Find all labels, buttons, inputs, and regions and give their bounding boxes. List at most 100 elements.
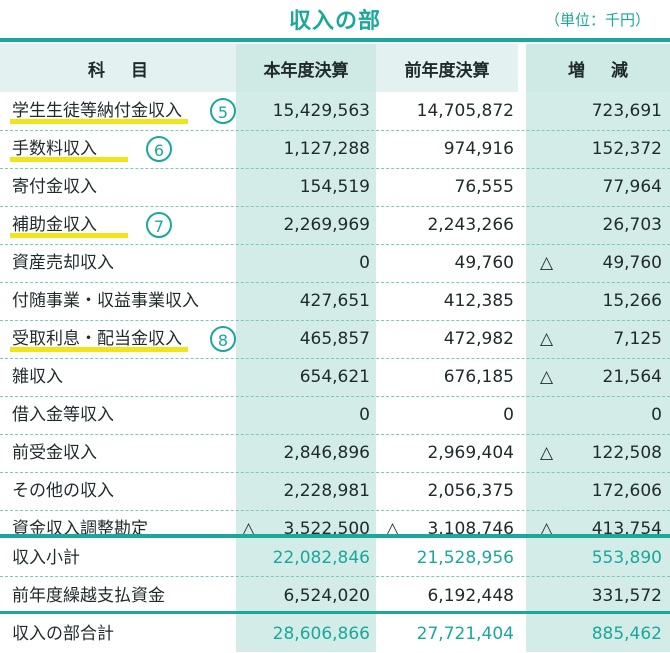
table-row: 前受金収入 2,846,896 2,969,404 △ 122,508: [0, 434, 670, 472]
header-difference: 増減: [526, 44, 670, 92]
table-row: 付随事業・収益事業収入 427,651 412,385 15,266: [0, 282, 670, 320]
difference-cell: 723,691: [526, 92, 662, 130]
total-label-value: 収入の部合計: [12, 624, 114, 644]
carryover-difference-value: 331,572: [591, 586, 662, 606]
previous-year-cell: 14,705,872: [376, 92, 514, 130]
total-difference-value: 885,462: [591, 624, 662, 644]
table-row: その他の収入 2,228,981 2,056,375 172,606: [0, 472, 670, 510]
current-year-cell-value: 1,127,288: [283, 139, 370, 159]
difference-cell-value: 723,691: [591, 101, 662, 121]
current-year-cell-value: 0: [359, 253, 370, 273]
subtotal-previous: 21,528,956: [376, 539, 514, 577]
previous-year-cell-value: 76,555: [454, 177, 514, 197]
current-year-cell: 154,519: [236, 168, 370, 206]
carryover-label-value: 前年度繰越支払資金: [12, 586, 165, 606]
row-label-value: 借入金等収入: [12, 405, 114, 425]
difference-cell: 172,606: [526, 472, 662, 510]
note-number-badge: 8: [210, 326, 236, 352]
row-label-value: 前受金収入: [12, 443, 97, 463]
highlight-marker: [10, 157, 128, 162]
previous-year-cell-value: 2,969,404: [427, 443, 514, 463]
total-label: 収入の部合計: [12, 615, 114, 653]
previous-year-cell-value: 974,916: [443, 139, 514, 159]
carryover-label: 前年度繰越支払資金: [12, 577, 165, 615]
section-title-bar: 収入の部 （単位：千円）: [0, 0, 670, 36]
row-divider: [0, 396, 670, 397]
previous-year-cell: 676,185: [376, 358, 514, 396]
current-year-cell-value: 15,429,563: [272, 101, 370, 121]
total-previous: 27,721,404: [376, 615, 514, 653]
difference-cell: △ 122,508: [526, 434, 662, 472]
difference-cell: △ 21,564: [526, 358, 662, 396]
difference-cell: 0: [526, 396, 662, 434]
previous-year-cell: 2,243,266: [376, 206, 514, 244]
difference-column-background: [526, 92, 670, 652]
difference-cell-value: 122,508: [591, 443, 662, 463]
total-row: 収入の部合計 28,606,866 27,721,404 885,462: [0, 615, 670, 653]
table-row: 補助金収入 2,269,969 2,243,266 26,703 7: [0, 206, 670, 244]
difference-cell-value: 152,372: [591, 139, 662, 159]
row-label: その他の収入: [12, 472, 114, 510]
negative-mark: △: [540, 367, 554, 387]
current-year-cell-value: 2,228,981: [283, 481, 370, 501]
difference-cell: △ 49,760: [526, 244, 662, 282]
summary-divider: [0, 576, 670, 577]
row-label-value: 寄付金収入: [12, 177, 97, 197]
row-divider: [0, 472, 670, 473]
negative-mark: △: [540, 253, 554, 273]
row-divider: [0, 434, 670, 435]
row-divider: [0, 168, 670, 169]
difference-cell: 15,266: [526, 282, 662, 320]
previous-year-cell-value: 2,243,266: [427, 215, 514, 235]
previous-year-cell: 2,969,404: [376, 434, 514, 472]
current-year-cell-value: 427,651: [299, 291, 370, 311]
note-number-badge: 6: [146, 136, 172, 162]
total-difference: 885,462: [526, 615, 662, 653]
previous-year-cell: 0: [376, 396, 514, 434]
subtotal-previous-value: 21,528,956: [416, 548, 514, 568]
negative-mark: △: [540, 329, 554, 349]
subtotal-current-value: 22,082,846: [272, 548, 370, 568]
subtotal-label-value: 収入小計: [12, 548, 80, 568]
highlight-marker: [10, 233, 128, 238]
header-current-year: 本年度決算: [236, 44, 376, 92]
row-divider: [0, 206, 670, 207]
previous-year-cell-value: 0: [503, 405, 514, 425]
previous-year-cell-value: 49,760: [454, 253, 514, 273]
current-year-cell: 0: [236, 396, 370, 434]
highlight-marker: [10, 347, 188, 352]
previous-year-cell-value: 412,385: [443, 291, 514, 311]
row-label-value: その他の収入: [12, 481, 114, 501]
row-label: 前受金収入: [12, 434, 97, 472]
subtotal-row: 収入小計 22,082,846 21,528,956 553,890: [0, 539, 670, 577]
note-number-badge: 5: [210, 98, 236, 124]
carryover-previous-value: 6,192,448: [427, 586, 514, 606]
current-year-cell: 2,846,896: [236, 434, 370, 472]
carryover-current: 6,524,020: [236, 577, 370, 615]
previous-year-cell-value: 2,056,375: [427, 481, 514, 501]
difference-cell: 77,964: [526, 168, 662, 206]
subtotal-label: 収入小計: [12, 539, 80, 577]
table-row: 資産売却収入 0 49,760 △ 49,760: [0, 244, 670, 282]
difference-cell-value: 15,266: [602, 291, 662, 311]
current-year-column-background: [236, 92, 376, 652]
table-row: 雑収入 654,621 676,185 △ 21,564: [0, 358, 670, 396]
difference-cell-value: 49,760: [602, 253, 662, 273]
total-current-value: 28,606,866: [272, 624, 370, 644]
current-year-cell: 465,857: [236, 320, 370, 358]
difference-cell: 26,703: [526, 206, 662, 244]
row-label: 補助金収入: [12, 206, 97, 244]
header-previous-year: 前年度決算: [376, 44, 518, 92]
current-year-cell: 2,269,969: [236, 206, 370, 244]
row-label-value: 雑収入: [12, 367, 63, 387]
current-year-cell-value: 2,846,896: [283, 443, 370, 463]
current-year-cell: 0: [236, 244, 370, 282]
subtotal-difference-value: 553,890: [591, 548, 662, 568]
table-row: 借入金等収入 0 0 0: [0, 396, 670, 434]
row-label: 学生生徒等納付金収入: [12, 92, 182, 130]
row-divider: [0, 320, 670, 321]
row-label: 手数料収入: [12, 130, 97, 168]
header-top-rule: [0, 38, 670, 42]
previous-year-cell: 472,982: [376, 320, 514, 358]
header-label: 科目: [0, 44, 236, 92]
